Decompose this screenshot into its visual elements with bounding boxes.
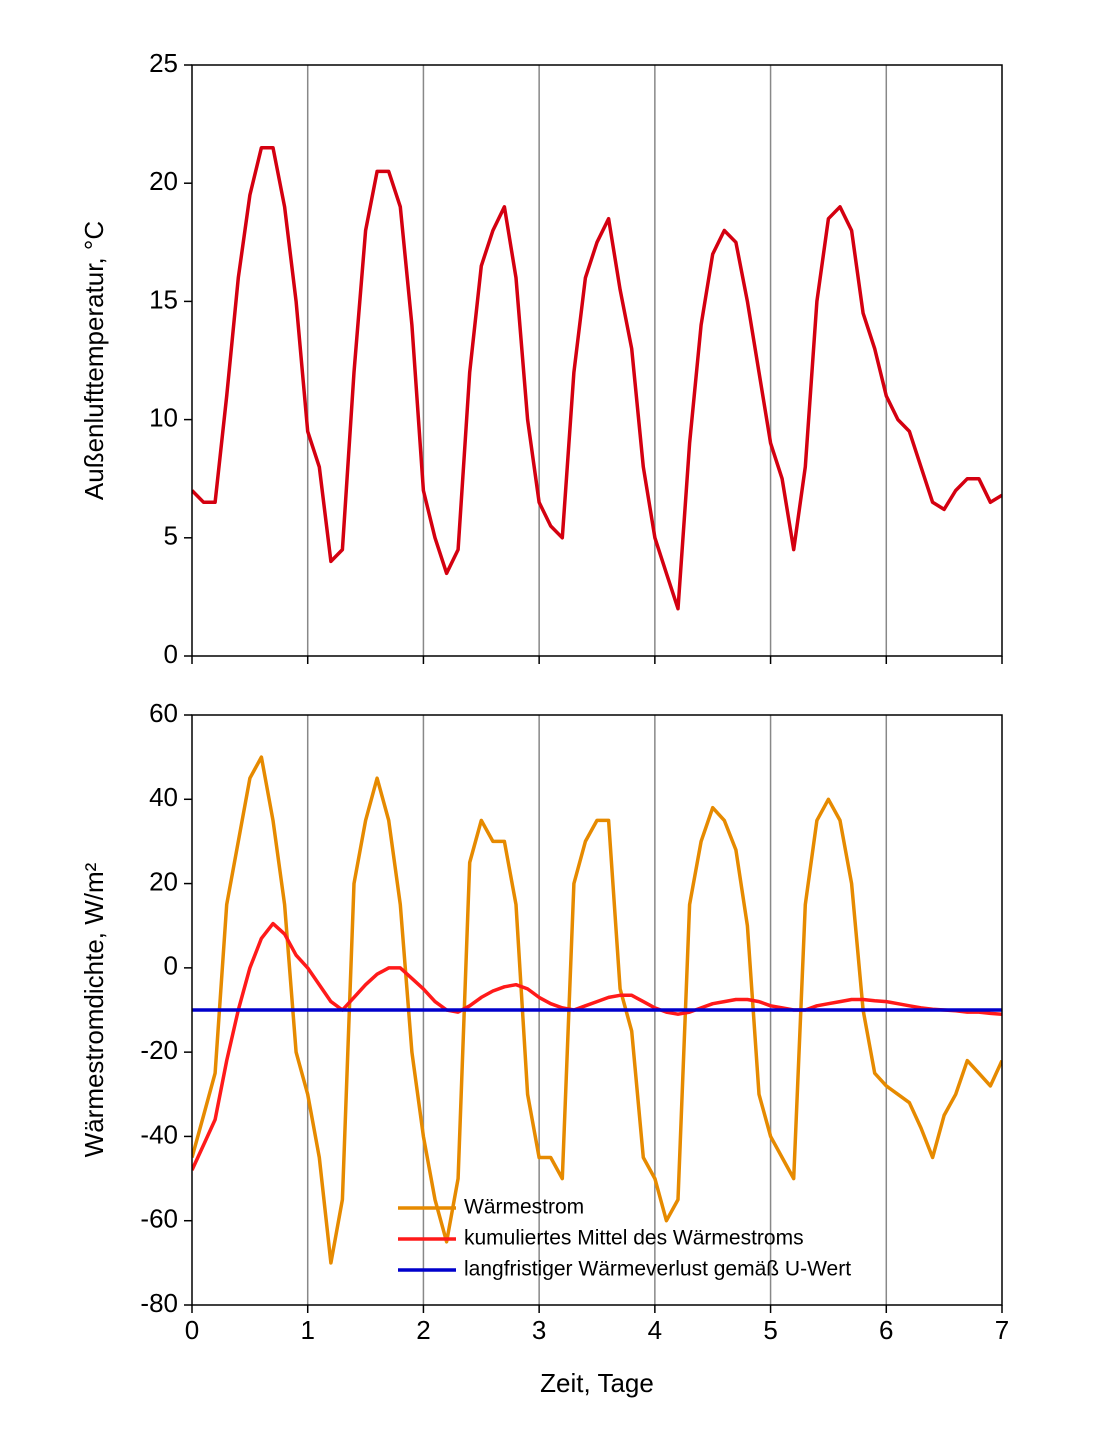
plot-frame [191,714,1003,1306]
y-axis-label: Wärmestromdichte, W/m² [79,862,109,1157]
y-tick-label: -80 [140,1288,178,1318]
y-tick-label: 0 [164,639,178,669]
legend-label: langfristiger Wärmeverlust gemäß U-Wert [464,1258,851,1281]
x-tick-label: 7 [995,1315,1009,1345]
y-tick-label: 20 [149,166,178,196]
plot-frame [191,64,1003,657]
legend-label: Wärmestrom [464,1196,584,1219]
y-tick-label: 10 [149,402,178,432]
y-tick-label: 60 [149,698,178,728]
y-tick-label: -40 [140,1119,178,1149]
x-tick-label: 2 [416,1315,430,1345]
y-tick-label: 20 [149,866,178,896]
x-tick-label: 6 [879,1315,893,1345]
legend-label: kumuliertes Mittel des Wärmestroms [464,1227,804,1250]
y-tick-label: -60 [140,1204,178,1234]
y-tick-label: 25 [149,48,178,78]
y-tick-label: 15 [149,284,178,314]
x-tick-label: 1 [300,1315,314,1345]
series-line [192,755,1002,1265]
y-tick-label: 5 [164,521,178,551]
series-line [192,145,1002,611]
series-line [192,921,1002,1171]
y-tick-label: 40 [149,782,178,812]
y-axis-label: Außenlufttemperatur, °C [79,221,109,500]
x-axis-label: Zeit, Tage [540,1368,654,1398]
x-tick-label: 3 [532,1315,546,1345]
x-tick-label: 5 [763,1315,777,1345]
x-tick-label: 0 [185,1315,199,1345]
x-tick-label: 4 [648,1315,662,1345]
y-tick-label: 0 [164,951,178,981]
y-tick-label: -20 [140,1035,178,1065]
